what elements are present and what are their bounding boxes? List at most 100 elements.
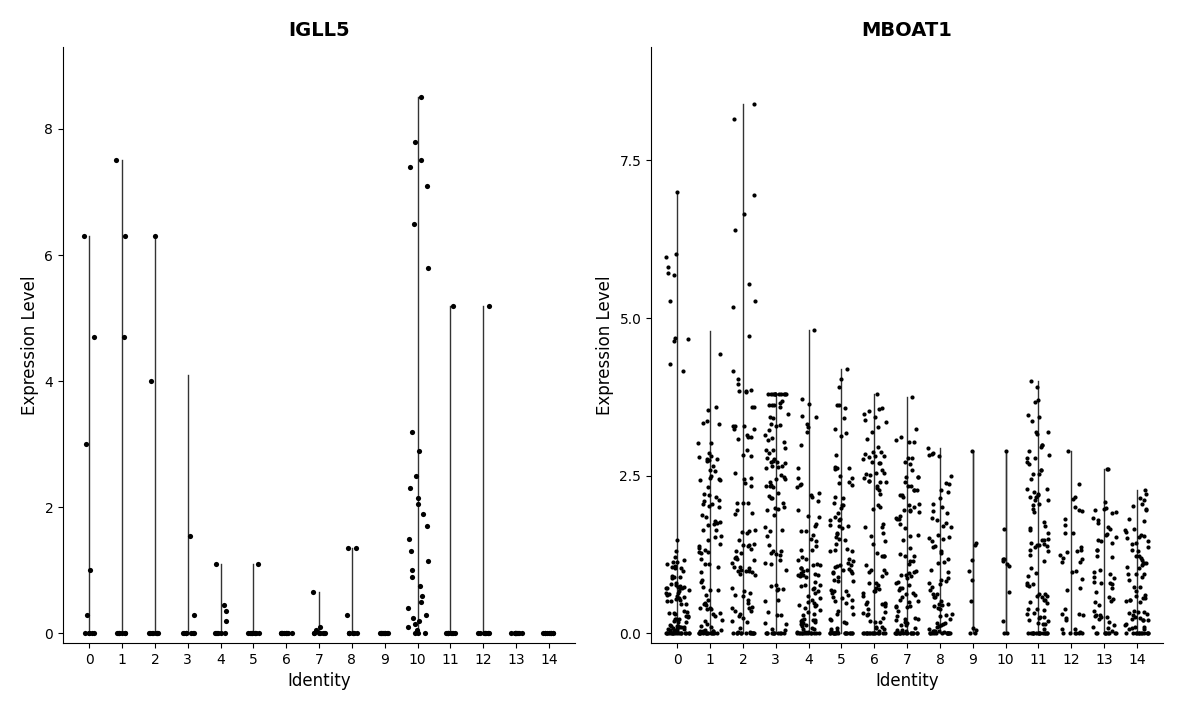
Point xyxy=(774,628,793,639)
Point xyxy=(728,433,747,444)
Point xyxy=(709,418,728,429)
Point xyxy=(806,600,825,611)
Point xyxy=(824,498,843,509)
Point xyxy=(1053,624,1072,635)
Point xyxy=(889,576,908,587)
Y-axis label: Expression Level: Expression Level xyxy=(596,275,614,415)
Point xyxy=(1022,628,1041,639)
Point xyxy=(371,628,390,639)
Point xyxy=(1101,577,1120,589)
Point xyxy=(700,473,719,484)
Point xyxy=(922,535,941,547)
Point xyxy=(707,454,726,465)
Point xyxy=(1137,488,1156,500)
Point xyxy=(729,611,748,622)
Point xyxy=(896,456,915,468)
Point xyxy=(791,525,810,537)
Point xyxy=(871,446,890,457)
Point xyxy=(691,566,710,577)
Point xyxy=(925,592,944,603)
Point xyxy=(993,553,1012,565)
Point xyxy=(933,502,952,513)
Point xyxy=(742,508,761,519)
Point xyxy=(667,579,686,590)
Point xyxy=(842,472,861,483)
Point xyxy=(725,467,744,479)
Point xyxy=(1021,549,1040,560)
Point xyxy=(798,597,817,608)
Point xyxy=(708,518,727,529)
Point xyxy=(855,628,874,639)
Point xyxy=(995,553,1014,565)
Point xyxy=(1040,450,1058,461)
Point xyxy=(858,604,877,615)
Point xyxy=(1087,550,1106,562)
Point xyxy=(929,599,948,610)
Point xyxy=(212,628,231,639)
Point xyxy=(834,500,852,511)
Point xyxy=(75,230,94,242)
Point xyxy=(507,628,526,639)
Point xyxy=(901,542,920,554)
Point xyxy=(1126,621,1145,633)
Point xyxy=(762,399,781,410)
Point xyxy=(735,420,754,432)
Point xyxy=(856,599,875,610)
Point xyxy=(934,619,953,630)
Point xyxy=(728,497,747,508)
Point xyxy=(869,628,888,639)
Point xyxy=(932,574,951,586)
Point xyxy=(755,557,774,569)
Point xyxy=(713,614,732,625)
Point xyxy=(215,628,234,639)
Point xyxy=(143,628,162,639)
Point xyxy=(704,628,723,639)
Point xyxy=(940,614,959,625)
Point xyxy=(963,445,982,456)
Point xyxy=(1035,520,1054,532)
Point xyxy=(1024,506,1043,518)
Point xyxy=(742,602,761,613)
Point xyxy=(768,628,787,639)
Point xyxy=(767,584,786,595)
Point xyxy=(1072,541,1090,552)
Point xyxy=(766,474,785,485)
Point xyxy=(1024,499,1043,510)
Point xyxy=(709,584,728,596)
Point xyxy=(867,582,886,594)
Point xyxy=(744,628,762,639)
Point xyxy=(1105,619,1124,631)
Point xyxy=(723,420,742,432)
Point xyxy=(1134,628,1153,639)
Point xyxy=(181,628,200,639)
Point xyxy=(1100,628,1119,639)
Point xyxy=(82,628,101,639)
Point xyxy=(892,570,910,581)
Point xyxy=(900,437,919,448)
Point xyxy=(789,554,807,565)
Point xyxy=(664,607,683,619)
Point xyxy=(272,628,291,639)
Point xyxy=(793,570,812,581)
Point xyxy=(825,464,844,475)
Point xyxy=(757,481,776,492)
Point xyxy=(825,461,844,472)
Point xyxy=(803,544,822,555)
Point xyxy=(664,557,683,568)
Point xyxy=(794,614,813,625)
Point xyxy=(758,628,777,639)
Point xyxy=(112,628,131,639)
Point xyxy=(1055,603,1074,614)
Point xyxy=(764,628,783,639)
Point xyxy=(690,628,709,639)
Point xyxy=(1133,560,1152,571)
Point xyxy=(804,582,823,594)
Point xyxy=(722,615,741,626)
Point xyxy=(445,628,464,639)
Point xyxy=(830,533,849,545)
Point xyxy=(939,486,958,498)
Point xyxy=(966,624,985,636)
Point xyxy=(668,623,687,634)
Point xyxy=(727,628,746,639)
Point xyxy=(278,628,297,639)
